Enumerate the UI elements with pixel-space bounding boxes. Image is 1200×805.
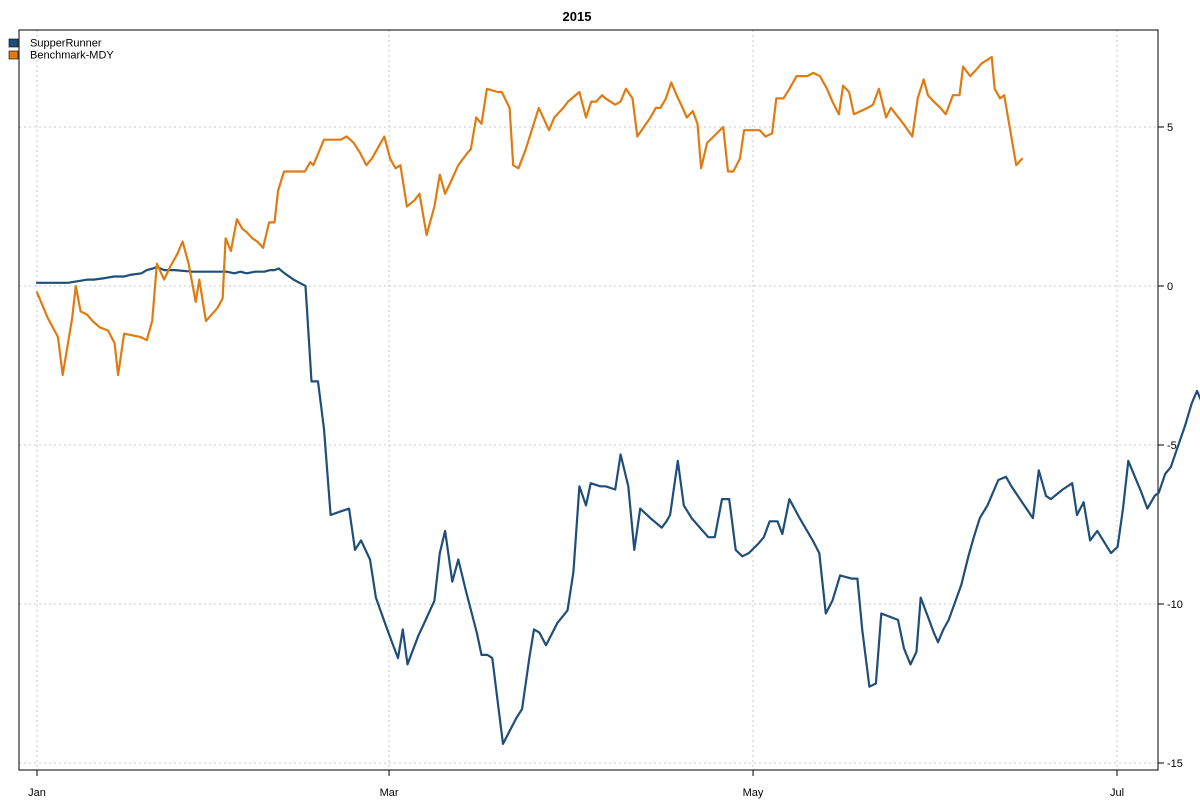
chart-title: 2015 bbox=[563, 9, 592, 24]
x-tick-label: Jan bbox=[28, 787, 46, 799]
y-tick-label: 0 bbox=[1167, 281, 1173, 293]
y-tick-label: -10 bbox=[1167, 599, 1183, 611]
y-tick-label: 5 bbox=[1167, 122, 1173, 134]
plot-frame bbox=[18, 29, 1159, 771]
series-line-benchmark-mdy bbox=[35, 55, 1024, 377]
x-tick-label: Mar bbox=[380, 787, 399, 799]
legend-swatch bbox=[8, 38, 19, 48]
y-tick-label: -5 bbox=[1167, 440, 1177, 452]
legend-label: SupperRunner bbox=[30, 38, 102, 50]
legend-swatch bbox=[8, 50, 19, 60]
legend-label: Benchmark-MDY bbox=[30, 50, 114, 62]
y-axis: 5 0 -5 -10 -15 bbox=[1158, 122, 1183, 770]
y-tick-label: -15 bbox=[1167, 758, 1183, 770]
x-axis: Jan Mar May Jul bbox=[28, 770, 1124, 799]
x-tick-label: May bbox=[743, 787, 764, 799]
series-line-supperrunner bbox=[35, 265, 1200, 746]
x-tick-label: Jul bbox=[1110, 787, 1124, 799]
grid bbox=[19, 30, 1158, 770]
series-layer bbox=[35, 55, 1200, 746]
